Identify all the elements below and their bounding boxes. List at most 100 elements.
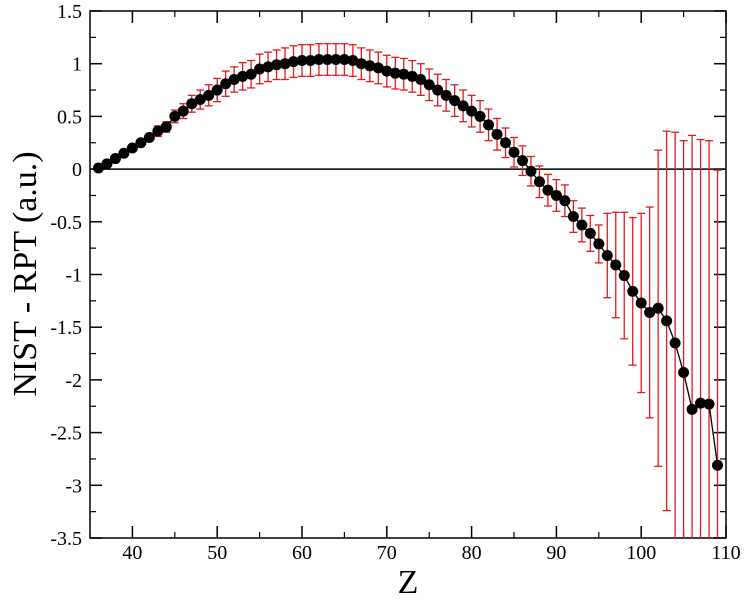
y-tick-label: 1.5: [57, 1, 82, 23]
y-tick-label: -3.5: [50, 528, 82, 550]
data-point: [712, 459, 724, 471]
data-point: [516, 155, 528, 167]
data-point: [211, 84, 223, 96]
y-axis-title: NIST - RPT (a.u.): [7, 151, 44, 396]
data-point: [695, 397, 707, 409]
data-point: [160, 121, 172, 133]
data-point: [364, 60, 376, 72]
data-point: [542, 184, 554, 196]
y-tick-label: -1: [65, 265, 82, 287]
data-point: [559, 195, 571, 207]
data-point: [203, 89, 215, 101]
x-tick-label: 60: [292, 542, 312, 564]
data-point: [669, 337, 681, 349]
data-point: [254, 63, 266, 75]
data-point: [627, 285, 639, 297]
data-point: [118, 147, 130, 159]
data-point: [440, 89, 452, 101]
y-tick-label: 0.5: [57, 106, 82, 128]
data-point: [194, 94, 206, 106]
y-tick-label: -1.5: [50, 317, 82, 339]
data-point: [381, 65, 393, 77]
data-point: [618, 270, 630, 282]
error-bar: [713, 169, 722, 538]
data-point: [372, 62, 384, 74]
data-point: [406, 70, 418, 82]
data-point: [500, 137, 512, 149]
data-point: [304, 55, 316, 67]
data-point: [584, 227, 596, 239]
data-point: [415, 74, 427, 86]
data-point: [152, 125, 164, 137]
data-point: [661, 315, 673, 327]
y-tick-label: 0: [72, 159, 82, 181]
error-bar: [679, 139, 688, 538]
data-point: [457, 100, 469, 112]
data-point: [220, 78, 232, 90]
data-point: [228, 74, 240, 86]
data-point: [271, 59, 283, 71]
data-point: [703, 398, 715, 410]
data-point: [288, 56, 300, 68]
data-point: [432, 84, 444, 96]
data-point: [321, 53, 333, 65]
data-point: [678, 367, 690, 379]
data-point: [601, 250, 613, 262]
data-point: [279, 58, 291, 70]
y-tick-label: -0.5: [50, 212, 82, 234]
data-point: [109, 153, 121, 165]
x-tick-label: 100: [626, 542, 656, 564]
y-tick-label: 1: [72, 54, 82, 76]
x-tick-label: 80: [462, 542, 482, 564]
data-point: [92, 162, 104, 174]
x-tick-label: 90: [546, 542, 566, 564]
data-point: [143, 131, 155, 143]
data-point: [423, 79, 435, 91]
data-point: [466, 105, 478, 117]
data-point: [644, 306, 656, 318]
data-point: [355, 58, 367, 70]
plot-frame: [89, 10, 727, 539]
data-point: [338, 53, 350, 65]
x-tick-label: 40: [122, 542, 142, 564]
data-point: [483, 119, 495, 131]
data-point: [635, 297, 647, 309]
data-point: [474, 110, 486, 122]
data-point: [686, 403, 698, 415]
data-point: [398, 68, 410, 80]
data-point: [169, 110, 181, 122]
error-bar: [696, 138, 705, 538]
data-point: [652, 302, 664, 314]
data-point: [177, 105, 189, 117]
data-point: [347, 55, 359, 67]
y-tick-label: -2: [65, 370, 82, 392]
data-point: [533, 176, 545, 188]
x-axis: 40 50 60 70 80 90 100 110: [89, 11, 741, 564]
error-bar: [705, 139, 714, 538]
data-point: [126, 142, 138, 154]
y-tick-label: -2.5: [50, 423, 82, 445]
data-point: [576, 219, 588, 231]
data-point: [525, 165, 537, 177]
data-point: [330, 53, 342, 65]
data-point: [296, 55, 308, 67]
data-point: [508, 146, 520, 158]
data-point: [610, 259, 622, 271]
data-points: [92, 53, 724, 471]
data-point: [313, 53, 325, 65]
data-point: [186, 98, 198, 110]
x-tick-label: 110: [711, 542, 740, 564]
data-point: [567, 211, 579, 223]
error-bar: [688, 134, 697, 538]
data-point: [449, 95, 461, 107]
x-tick-label: 70: [377, 542, 397, 564]
data-point: [262, 61, 274, 73]
y-axis: -3.5 -3 -2.5 -2 -1.5 -1 -0.5 0 0.5 1 1.5: [50, 1, 726, 550]
data-point: [101, 158, 113, 170]
x-axis-title: Z: [398, 564, 419, 601]
data-point: [550, 189, 562, 201]
data-point: [245, 68, 257, 80]
data-point: [593, 238, 605, 250]
data-point: [135, 137, 147, 149]
